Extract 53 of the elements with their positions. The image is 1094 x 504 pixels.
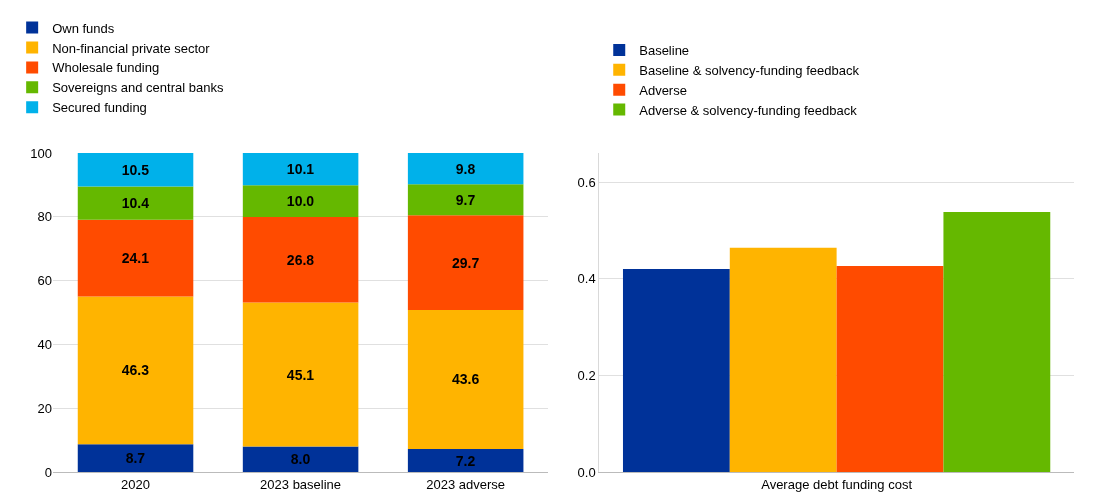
data-label: 29.7 (451, 254, 480, 271)
legend-label: Baseline (639, 42, 690, 58)
y-tick-label: 60 (37, 273, 52, 289)
bar (242, 185, 359, 218)
data-label: 46.3 (121, 362, 150, 379)
legend-label: Adverse (639, 82, 687, 98)
y-tick-label: 0.4 (577, 271, 596, 287)
x-tick-label: 2023 adverse (426, 476, 506, 492)
bar (242, 153, 359, 186)
data-label: 8.7 (125, 450, 146, 467)
bar (242, 446, 359, 472)
bar (77, 296, 194, 445)
legend-label: Adverse & solvency-funding feedback (639, 102, 858, 118)
legend-label: Own funds (52, 20, 115, 36)
bar (407, 309, 524, 450)
x-tick-label: 2020 (121, 476, 150, 492)
bar (407, 184, 524, 216)
data-label: 24.1 (121, 250, 150, 267)
bar (242, 302, 359, 447)
bar (407, 215, 524, 310)
y-tick-label: 0.6 (577, 174, 596, 190)
data-label: 8.0 (290, 451, 311, 468)
y-tick-label: 80 (37, 209, 52, 225)
bar (407, 153, 524, 185)
data-label: 10.4 (121, 195, 150, 212)
bar (77, 219, 194, 297)
y-tick-label: 100 (30, 145, 52, 161)
legend-label: Baseline & solvency-funding feedback (639, 62, 860, 78)
y-tick-label: 20 (37, 400, 52, 416)
legend-label: Sovereigns and central banks (52, 80, 224, 96)
x-tick-label: Average debt funding cost (761, 476, 913, 492)
y-tick-label: 40 (37, 336, 52, 352)
y-tick-label: 0.2 (577, 367, 596, 383)
data-label: 7.2 (455, 452, 476, 469)
data-label: 9.8 (455, 160, 476, 177)
x-tick-label: 2023 baseline (260, 476, 342, 492)
data-label: 9.7 (455, 191, 476, 208)
data-label: 10.5 (121, 161, 150, 178)
data-label: 43.6 (451, 371, 480, 388)
bar (407, 449, 524, 472)
legend-label: Wholesale funding (52, 60, 160, 76)
bar (77, 153, 194, 187)
data-label: 10.0 (286, 193, 315, 210)
data-label: 26.8 (286, 251, 315, 268)
data-label: 45.1 (286, 366, 315, 383)
y-tick-label: 0 (44, 464, 52, 480)
y-tick-label: 0.0 (577, 464, 596, 480)
data-label: 10.1 (286, 161, 315, 178)
bar (242, 217, 359, 303)
bar (77, 444, 194, 472)
bar (77, 186, 194, 220)
legend-label: Secured funding (52, 100, 147, 116)
legend-label: Non-financial private sector (52, 40, 211, 56)
